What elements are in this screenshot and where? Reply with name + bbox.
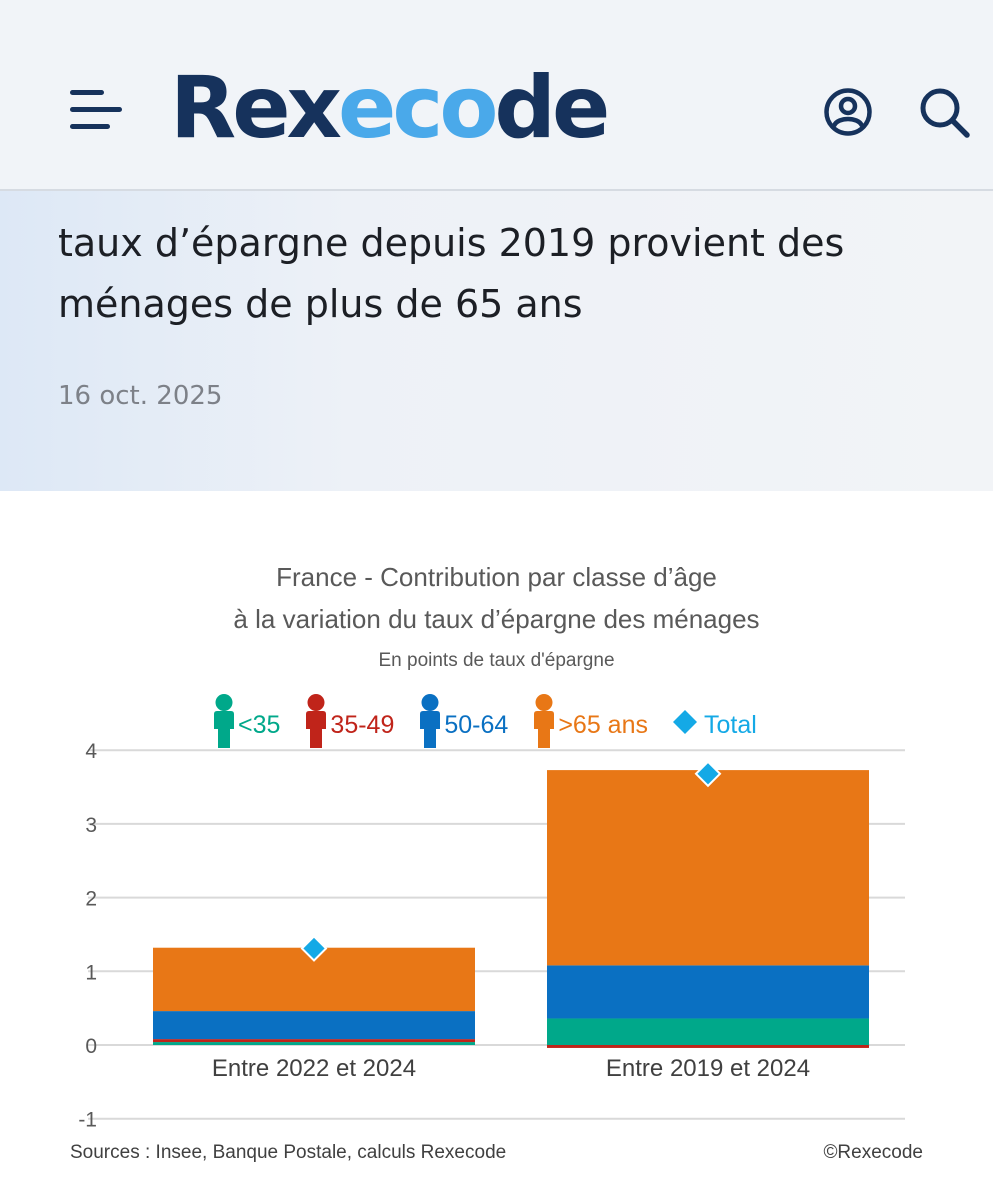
total-marker bbox=[694, 760, 722, 788]
legend-label: 50-64 bbox=[444, 710, 509, 739]
x-category-label: Entre 2019 et 2024 bbox=[606, 1055, 810, 1082]
logo[interactable]: Rexecode bbox=[170, 58, 610, 158]
chart-title-line-1: France - Contribution par classe d’âge bbox=[276, 562, 717, 592]
legend-item: >65 ans bbox=[532, 693, 648, 757]
chart-sources: Sources : Insee, Banque Postale, calculs… bbox=[70, 1142, 507, 1163]
y-tick-label: 4 bbox=[85, 740, 97, 763]
person-icon bbox=[532, 693, 558, 757]
total-marker bbox=[300, 935, 328, 962]
legend-label: >65 ans bbox=[558, 710, 648, 739]
legend-label: Total bbox=[704, 710, 757, 739]
bar-segment bbox=[547, 1045, 869, 1048]
chart-copyright: ©Rexecode bbox=[823, 1142, 923, 1163]
legend-label: <35 bbox=[238, 710, 281, 739]
y-tick-label: 1 bbox=[85, 961, 97, 984]
article-hero: taux d’épargne depuis 2019 provient des … bbox=[0, 191, 993, 491]
bar-segment bbox=[153, 1039, 475, 1043]
legend-item: 50-64 bbox=[418, 693, 509, 757]
search-icon[interactable] bbox=[918, 86, 972, 140]
x-category-label: Entre 2022 et 2024 bbox=[212, 1055, 416, 1082]
chart-legend: <35 35-49 50-64 >65 ans Total bbox=[212, 693, 757, 757]
legend-label: 35-49 bbox=[330, 710, 395, 739]
article-headline: taux d’épargne depuis 2019 provient des … bbox=[58, 213, 958, 335]
logo-part-1: Rex bbox=[170, 58, 342, 158]
legend-item: 35-49 bbox=[304, 693, 395, 757]
user-icon[interactable] bbox=[822, 86, 874, 138]
bar-segment bbox=[547, 770, 869, 966]
person-icon bbox=[212, 693, 238, 757]
menu-icon[interactable] bbox=[70, 86, 124, 136]
diamond-icon bbox=[672, 709, 700, 742]
person-icon bbox=[304, 693, 330, 757]
y-tick-label: 0 bbox=[85, 1035, 97, 1058]
chart-title: France - Contribution par classe d’âge à… bbox=[0, 556, 993, 640]
top-bar: Rexecode bbox=[0, 0, 993, 191]
headline-line-1: taux d’épargne depuis 2019 provient des bbox=[58, 221, 845, 265]
chart-title-line-2: à la variation du taux d’épargne des mén… bbox=[233, 604, 760, 634]
legend-item: <35 bbox=[212, 693, 281, 757]
legend-item: Total bbox=[672, 709, 757, 742]
logo-part-3: de bbox=[494, 58, 610, 158]
headline-line-2: ménages de plus de 65 ans bbox=[58, 282, 583, 326]
y-tick-label: 2 bbox=[85, 888, 97, 911]
person-icon bbox=[418, 693, 444, 757]
logo-part-2: eco bbox=[338, 58, 498, 158]
bar-segment bbox=[153, 1011, 475, 1040]
chart-subtitle: En points de taux d'épargne bbox=[378, 650, 615, 671]
bar-segment bbox=[547, 1018, 869, 1045]
chart-plot: 4 3 2 1 0 -1 Entre 2022 et 2024 Entre 2019 et 2… bbox=[70, 688, 912, 1140]
bar-segment bbox=[153, 1042, 475, 1045]
bar-segment bbox=[547, 965, 869, 1019]
y-tick-label: 3 bbox=[85, 814, 97, 837]
article-date: 16 oct. 2025 bbox=[58, 381, 223, 411]
y-tick-label: -1 bbox=[78, 1109, 97, 1132]
